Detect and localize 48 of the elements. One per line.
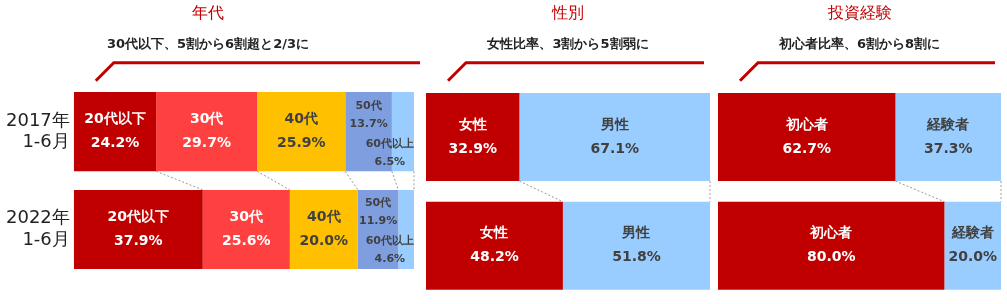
data-label: 25.9% bbox=[276, 134, 326, 151]
series-label: 女性 bbox=[457, 115, 487, 132]
data-label: 37.9% bbox=[113, 232, 163, 249]
data-label: 20.0% bbox=[948, 248, 997, 265]
text: 40代 bbox=[284, 110, 318, 127]
text: 経験者 bbox=[927, 115, 970, 132]
text: 女性 bbox=[480, 224, 509, 241]
text: 初心者比率、6割から8割に bbox=[777, 36, 941, 52]
bar bbox=[73, 189, 203, 270]
data-label: 4.6% bbox=[374, 252, 406, 266]
data-label: 51.8% bbox=[612, 248, 661, 265]
data-label: 24.2% bbox=[90, 134, 140, 151]
data-label: 20.0% bbox=[299, 232, 349, 249]
bar bbox=[257, 92, 346, 172]
text: 50代 bbox=[364, 196, 392, 210]
data-label: 29.7% bbox=[182, 134, 231, 151]
text: 60代以上 bbox=[365, 234, 414, 248]
data-label: 6.5% bbox=[374, 154, 406, 168]
chart-title: 年代 bbox=[192, 2, 224, 22]
series-label: 40代 bbox=[307, 208, 341, 225]
y-tick-label: 2022年 1-6月 bbox=[6, 206, 70, 249]
data-label: 62.7% bbox=[782, 139, 832, 156]
data-label: 25.6% bbox=[222, 232, 271, 249]
bar bbox=[202, 189, 290, 270]
series-label: 30代 bbox=[189, 110, 224, 127]
data-label: 37.3% bbox=[923, 139, 973, 156]
text: 初心者 bbox=[810, 224, 853, 241]
data-label: 13.7% bbox=[349, 116, 388, 130]
data-label: 11.9% bbox=[359, 214, 398, 228]
series-label: 60代以上 bbox=[365, 136, 414, 150]
bar bbox=[156, 92, 258, 172]
series-label: 20代以下 bbox=[84, 110, 146, 127]
text: 30代 bbox=[229, 208, 264, 225]
data-label: 32.9% bbox=[448, 139, 498, 156]
data-label: 48.2% bbox=[470, 248, 519, 265]
chart-title: 性別 bbox=[551, 2, 584, 22]
series-label: 男性 bbox=[599, 115, 629, 132]
y-tick-label: 2017年 1-6月 bbox=[6, 108, 70, 152]
series-label: 50代 bbox=[355, 98, 382, 112]
chart-title: 投資経験 bbox=[826, 2, 892, 22]
data-label: 67.1% bbox=[590, 139, 640, 156]
series-label: 経験者 bbox=[950, 224, 994, 241]
text: 男性 bbox=[622, 224, 651, 241]
series-label: 初心者 bbox=[784, 115, 828, 132]
text: 女性比率、3割から5割弱に bbox=[486, 36, 649, 52]
text: 30代以下、5割から6割超と2/3に bbox=[106, 36, 310, 52]
data-label: 80.0% bbox=[806, 248, 856, 265]
text: 20代以下 bbox=[107, 208, 170, 225]
